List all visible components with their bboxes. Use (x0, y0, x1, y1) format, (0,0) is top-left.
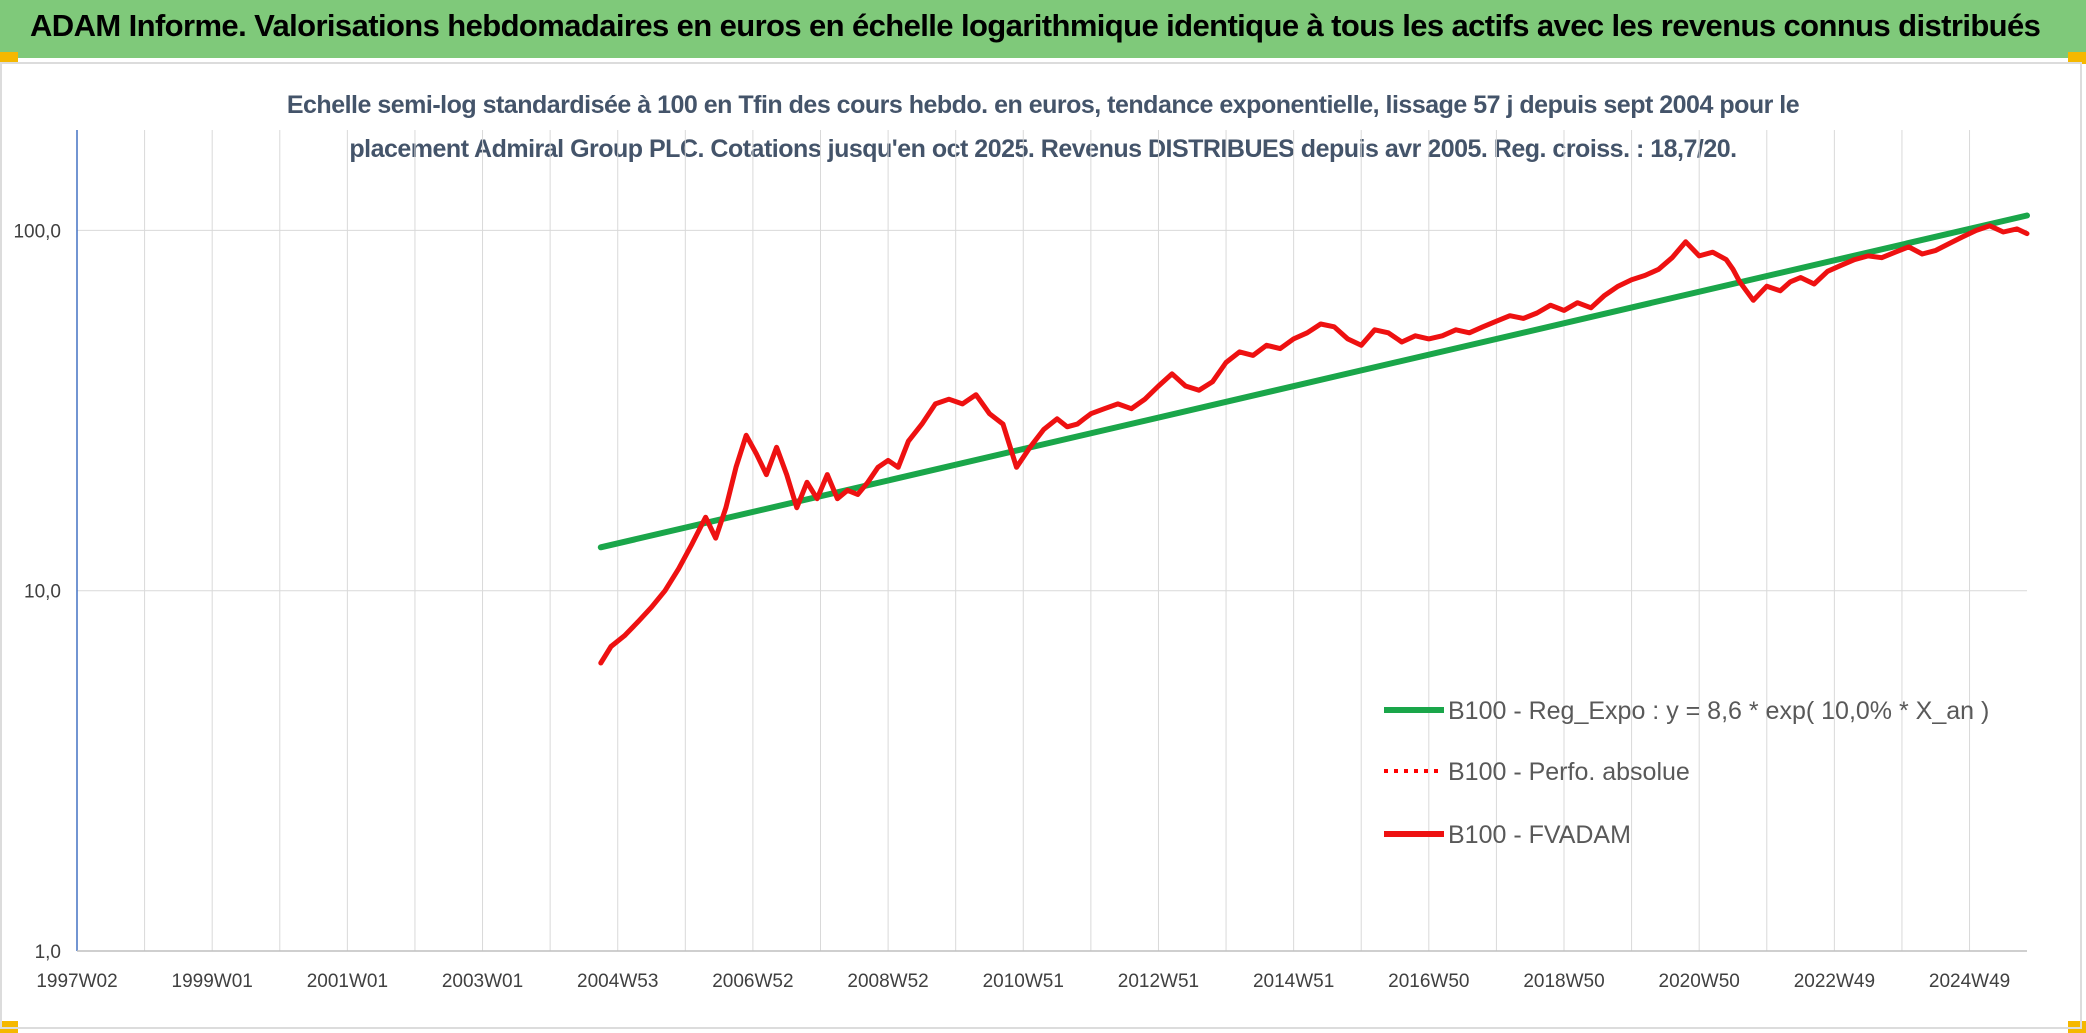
chart-title-line-1: Echelle semi-log standardisée à 100 en T… (286, 91, 1800, 119)
x-tick-label: 2006W52 (712, 971, 793, 992)
legend-label: B100 - Reg_Expo : y = 8,6 * exp( 10,0% *… (1448, 697, 1989, 725)
x-tick-label: 1999W01 (172, 971, 253, 992)
x-tick-label: 2003W01 (442, 971, 523, 992)
x-tick-label: 2008W52 (847, 971, 928, 992)
x-tick-label: 2010W51 (983, 971, 1064, 992)
top-banner: ADAM Informe. Valorisations hebdomadaire… (0, 0, 2086, 58)
x-tick-label: 1997W02 (36, 971, 117, 992)
x-tick-label: 2014W51 (1253, 971, 1334, 992)
x-tick-label: 2004W53 (577, 971, 658, 992)
x-tick-label: 2001W01 (307, 971, 388, 992)
series-line-regression (597, 212, 2030, 551)
legend-label: B100 - Perfo. absolue (1448, 758, 1690, 786)
x-tick-label: 2024W49 (1929, 971, 2010, 992)
x-tick-label: 2020W50 (1659, 971, 1740, 992)
legend-label: B100 - FVADAM (1448, 821, 1631, 849)
x-tick-label: 2022W49 (1794, 971, 1875, 992)
y-tick-label: 10,0 (24, 582, 61, 603)
chart-frame (0, 62, 2082, 1029)
corner-marker (0, 52, 18, 64)
corner-marker (2068, 52, 2086, 64)
x-tick-label: 2012W51 (1118, 971, 1199, 992)
series-line-fvadam (598, 223, 2030, 666)
x-tick-label: 2018W50 (1523, 971, 1604, 992)
x-tick-label: 2016W50 (1388, 971, 1469, 992)
y-tick-label: 100,0 (13, 221, 61, 242)
chart-title-line-2: placement Admiral Group PLC. Cotations j… (349, 135, 1737, 163)
y-tick-label: 1,0 (35, 942, 61, 963)
report-title: ADAM Informe. Valorisations hebdomadaire… (30, 8, 2041, 43)
